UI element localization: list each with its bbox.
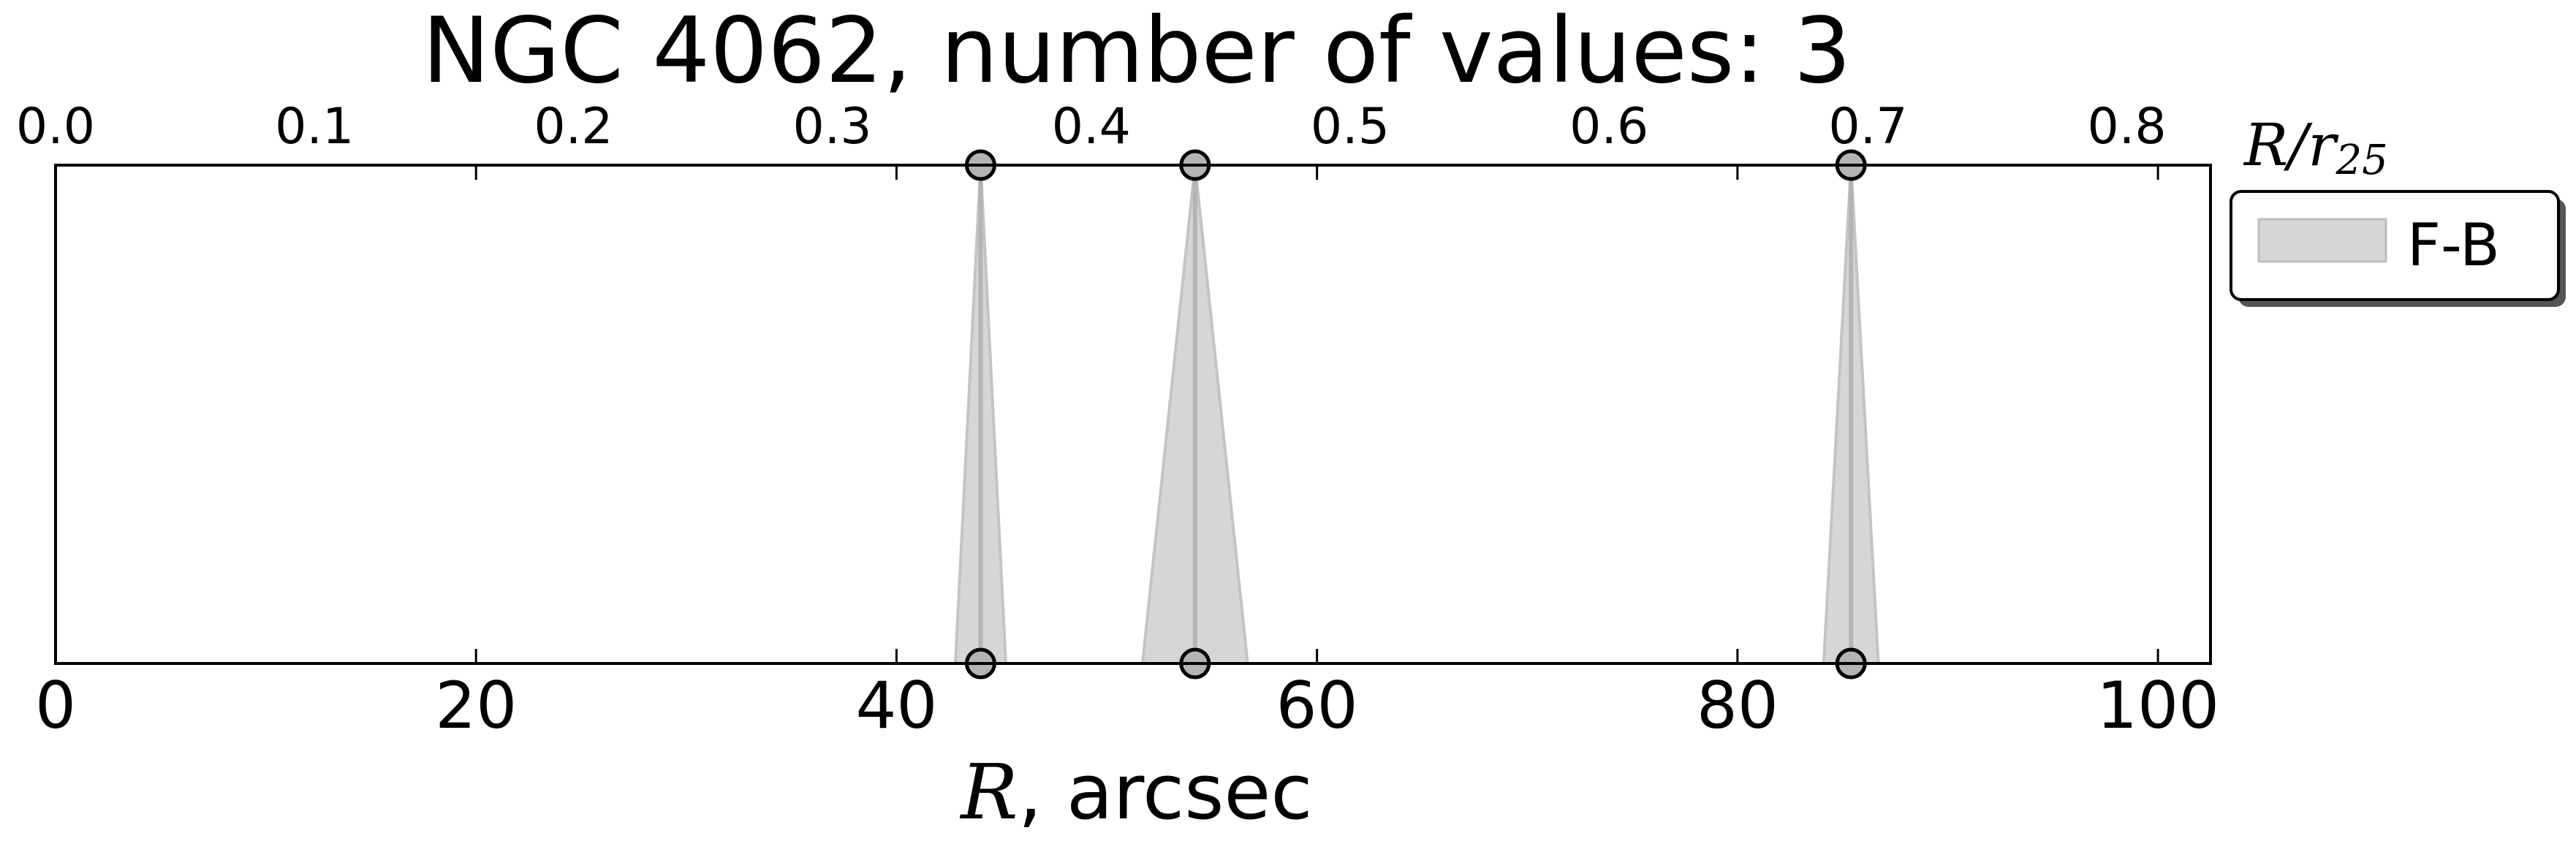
x-axis-top: 0.0 0.1 0.2 0.3 0.4 0.5 0.6 0.7 0.8 — [16, 98, 2167, 156]
x-axis-bottom: 0 20 40 60 80 100 — [35, 165, 2219, 743]
x2-tick-label: 0.0 — [16, 98, 95, 156]
x-tick-label: 20 — [435, 668, 517, 743]
x-tick-label: 100 — [2096, 668, 2219, 743]
data-points — [964, 149, 1867, 680]
x2-tick-label: 0.2 — [534, 98, 613, 156]
x-axis-label: R, arcsec — [959, 748, 1312, 837]
x2-tick-label: 0.1 — [275, 98, 354, 156]
legend: F-B — [2230, 190, 2566, 307]
x-tick-label: 0 — [35, 668, 76, 743]
x-tick-label: 60 — [1276, 668, 1358, 743]
chart-title: NGC 4062, number of values: 3 — [423, 0, 1852, 104]
x2-tick-label: 0.6 — [1569, 98, 1648, 156]
error-spans — [953, 164, 1880, 665]
legend-swatch — [2257, 218, 2387, 263]
legend-label-f-b: F-B — [2407, 211, 2500, 279]
top-axis-label: R/r25 — [2243, 111, 2388, 184]
top-axis-label-symbol: R/r — [2243, 111, 2339, 179]
x-tick-label: 40 — [855, 668, 937, 743]
x-tick-label: 80 — [1697, 668, 1778, 743]
x2-tick-label: 0.4 — [1052, 98, 1131, 156]
x2-tick-label: 0.8 — [2088, 98, 2167, 156]
x2-tick-label: 0.3 — [793, 98, 872, 156]
top-axis-label-subscript: 25 — [2335, 137, 2387, 184]
x-axis-label-symbol: R — [959, 748, 1018, 837]
x2-tick-label: 0.7 — [1828, 98, 1907, 156]
x-axis-label-suffix: , arcsec — [1018, 748, 1313, 837]
plot-frame — [54, 164, 2212, 665]
x2-tick-label: 0.5 — [1311, 98, 1390, 156]
